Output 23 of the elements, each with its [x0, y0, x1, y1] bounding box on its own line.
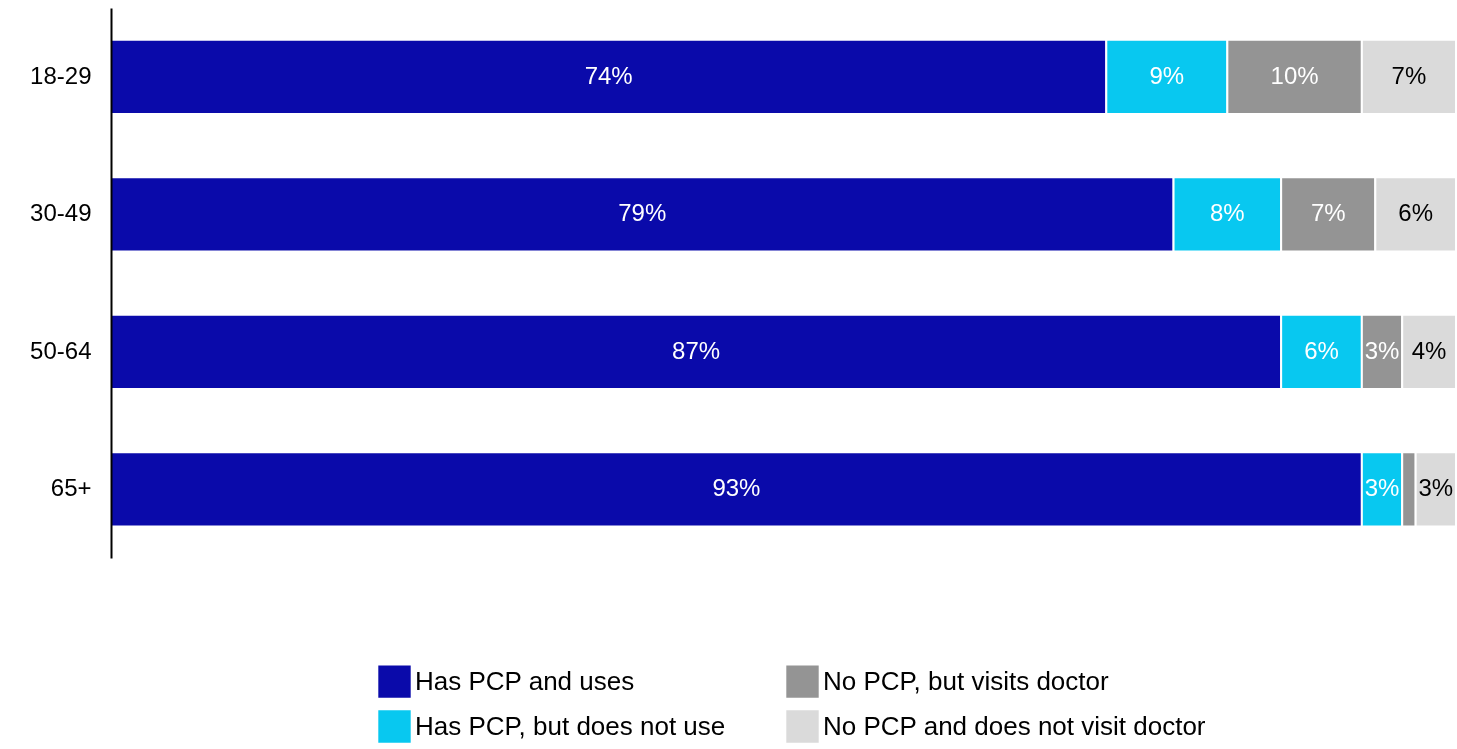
data-label: 79%	[618, 199, 667, 227]
data-label: 3%	[1364, 474, 1400, 502]
data-label: 4%	[1411, 336, 1447, 364]
y-tick-label: 30-49	[30, 199, 92, 227]
legend-label: Has PCP, but does not use	[415, 710, 726, 741]
y-tick-label: 18-29	[30, 61, 92, 89]
legend-label: No PCP, but visits doctor	[823, 665, 1109, 696]
data-label: 7%	[1391, 61, 1427, 89]
legend-label: No PCP and does not visit doctor	[823, 710, 1206, 741]
data-label: 6%	[1304, 336, 1339, 364]
data-label: 8%	[1210, 199, 1245, 227]
legend-label: Has PCP and uses	[415, 665, 635, 696]
data-label: 87%	[672, 336, 721, 364]
data-label: 74%	[584, 61, 633, 89]
data-label: 93%	[712, 474, 761, 502]
data-label: 9%	[1149, 61, 1185, 89]
y-tick-label: 65+	[50, 474, 92, 502]
data-label: 7%	[1310, 199, 1346, 227]
data-label: 3%	[1418, 474, 1454, 502]
y-tick-label: 50-64	[30, 336, 92, 364]
data-label: 6%	[1398, 199, 1433, 227]
data-label: 10%	[1270, 61, 1319, 89]
data-label: 3%	[1364, 336, 1400, 364]
